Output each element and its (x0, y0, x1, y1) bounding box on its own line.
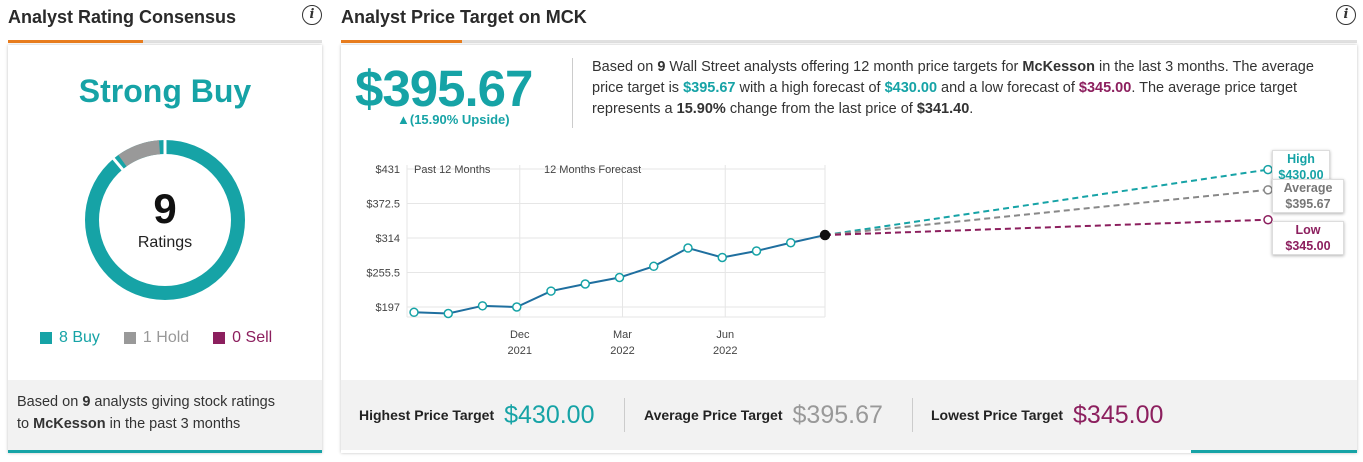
legend-hold-swatch (123, 332, 136, 344)
chart-grid (406, 165, 826, 318)
price-point (477, 301, 488, 311)
average-target-label: Average Price Target (644, 407, 783, 423)
price-point (409, 307, 419, 318)
x-tick-month: Jun (716, 329, 734, 341)
price-point (580, 279, 590, 289)
header-divider (341, 40, 1357, 43)
target-summary: Highest Price Target $430.00 Average Pri… (341, 380, 1357, 450)
price-point (786, 237, 796, 248)
low-tooltip: Low $345.00 (1272, 221, 1344, 255)
section-label-forecast: 12 Months Forecast (544, 164, 641, 176)
forecast-average-line (824, 188, 1269, 237)
rating-panel-title: Analyst Rating Consensus (8, 7, 237, 27)
price-point (546, 286, 556, 296)
forecast-average-point (1263, 185, 1273, 195)
legend-hold-label: 1 Hold (142, 329, 190, 346)
header-accent (341, 40, 462, 43)
average-target-value: $395.67 (792, 400, 883, 429)
section-label-past: Past 12 Months (414, 164, 491, 176)
y-axis-ticks: $197 $255.5 $314 $372.5 $431 (366, 164, 400, 314)
legend-sell-label: 0 Sell (232, 329, 273, 346)
legend-sell-swatch (213, 332, 226, 344)
y-tick-label: $431 (376, 164, 400, 176)
lowest-target-value: $345.00 (1073, 400, 1164, 429)
legend-hold: 1 Hold (123, 329, 190, 347)
avg-price-target: $395.67 (355, 60, 533, 117)
price-point (614, 272, 625, 283)
x-axis-ticks: Dec 2021 Mar 2022 Jun 2022 (508, 329, 738, 357)
legend-sell: 0 Sell (213, 329, 272, 347)
ratings-donut (85, 139, 245, 300)
y-tick-label: $314 (376, 233, 400, 245)
header-accent (8, 40, 143, 43)
legend-buy-label: 8 Buy (59, 329, 100, 346)
info-icon[interactable]: i (1336, 5, 1356, 25)
divider (912, 398, 913, 432)
price-point (751, 246, 762, 256)
forecast-high-line (824, 168, 1269, 237)
y-tick-label: $197 (376, 302, 400, 314)
forecast-low-line (824, 218, 1269, 237)
price-point (649, 261, 659, 272)
forecast-lines (824, 164, 1273, 237)
price-point (512, 302, 522, 312)
total-ratings: 9 (153, 185, 177, 232)
high-tooltip-label: High (1287, 152, 1315, 166)
donut-hold-arc (118, 140, 161, 167)
low-tooltip-value: $345.00 (1285, 239, 1331, 253)
legend-buy-swatch (40, 332, 52, 344)
rating-footer: Based on 9 analysts giving stock ratings… (8, 380, 322, 450)
lowest-target: Lowest Price Target $345.00 (931, 400, 1163, 430)
donut-gap (111, 156, 125, 172)
lowest-target-label: Lowest Price Target (931, 407, 1064, 423)
price-point (443, 308, 453, 319)
info-icon[interactable]: i (302, 5, 322, 25)
x-tick-month: Dec (510, 329, 530, 341)
target-panel-title: Analyst Price Target on MCK (341, 7, 587, 27)
summary-accent (1191, 450, 1357, 453)
y-tick-label: $372.5 (366, 199, 400, 211)
forecast-high-point (1263, 164, 1273, 175)
forecast-low-point (1263, 214, 1273, 225)
divider (624, 398, 625, 432)
high-tooltip-value: $430.00 (1278, 168, 1324, 182)
y-tick-label: $255.5 (366, 268, 400, 280)
price-target-chart: Past 12 Months 12 Months Forecast $197 $2… (366, 164, 1273, 357)
x-tick-month: Mar (613, 329, 632, 341)
rating-footer-text: Based on 9 analysts giving stock ratings… (17, 394, 275, 432)
legend-buy: 8 Buy (40, 329, 100, 347)
x-tick-year: 2022 (610, 345, 634, 357)
low-tooltip-label: Low (1295, 223, 1321, 237)
price-history-series (409, 229, 831, 319)
highest-target: Highest Price Target $430.00 (359, 400, 595, 430)
highest-target-value: $430.00 (504, 400, 595, 429)
rating-footer-accent (8, 450, 322, 453)
upside-badge: ▲(15.90% Upside) (397, 112, 510, 127)
price-point (819, 229, 831, 241)
price-point (717, 252, 727, 263)
x-tick-year: 2021 (508, 345, 532, 357)
average-target: Average Price Target $395.67 (644, 400, 883, 430)
ratings-legend: 8 Buy 1 Hold 0 Sell (40, 329, 272, 347)
rating-card: Strong Buy 9 Ratings 8 Buy 1 Hold 0 Sell… (8, 45, 322, 453)
average-tooltip-value: $395.67 (1285, 197, 1331, 211)
x-tick-year: 2022 (713, 345, 737, 357)
header-divider (8, 40, 322, 43)
price-point (683, 243, 693, 253)
target-card: $395.67 ▲(15.90% Upside) Based on 9 Wall… (341, 45, 1357, 453)
ratings-label: Ratings (137, 234, 193, 251)
target-description: Based on 9 Wall Street analysts offering… (592, 59, 1314, 117)
average-tooltip-label: Average (1283, 181, 1333, 195)
consensus-label: Strong Buy (78, 73, 252, 109)
average-tooltip: Average $395.67 (1272, 179, 1344, 213)
divider (572, 58, 573, 128)
highest-target-label: Highest Price Target (359, 407, 495, 423)
